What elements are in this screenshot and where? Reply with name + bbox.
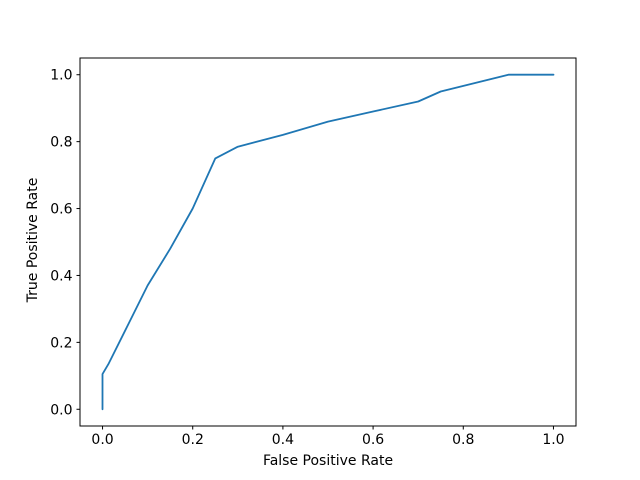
y-tick-label: 0.0 <box>50 402 72 418</box>
y-tick-label: 0.6 <box>50 202 72 218</box>
x-tick-label: 1.0 <box>542 432 564 448</box>
x-tick-label: 0.6 <box>362 432 384 448</box>
y-tick-label: 1.0 <box>50 68 72 84</box>
y-tick-label: 0.8 <box>50 135 72 151</box>
x-axis-label: False Positive Rate <box>262 453 394 469</box>
x-tick-label: 0.0 <box>91 432 113 448</box>
roc-curve-line <box>101 73 555 411</box>
plot-area-border <box>79 57 577 427</box>
x-tick-label: 0.2 <box>182 432 204 448</box>
y-tick-label: 0.2 <box>50 335 72 351</box>
y-axis-label: True Positive Rate <box>25 177 41 303</box>
x-tick-label: 0.4 <box>272 432 294 448</box>
x-tick-label: 0.8 <box>452 432 474 448</box>
y-tick-label: 0.4 <box>50 268 72 284</box>
axis-ticks: 0.0 0.2 0.4 0.6 0.8 1.0 0.0 0.2 0.4 0.6 0.8 1.0 <box>50 68 564 448</box>
series-roc-curve <box>101 73 555 411</box>
